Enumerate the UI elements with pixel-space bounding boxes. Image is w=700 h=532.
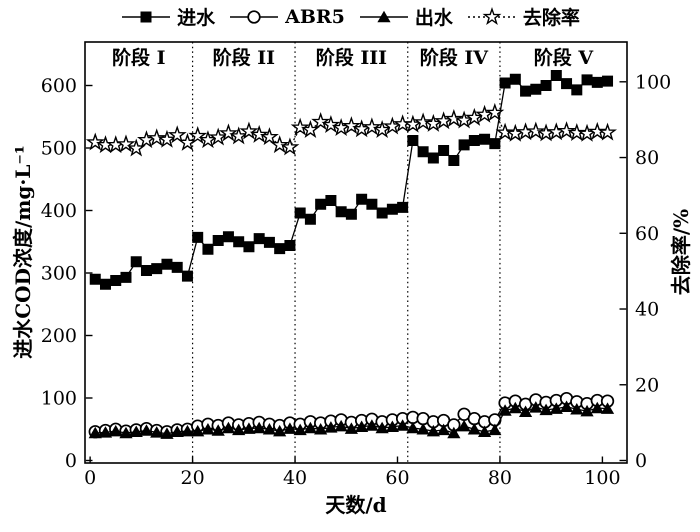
series-effluent bbox=[88, 400, 615, 439]
filled-triangle-icon bbox=[359, 10, 408, 22]
plot-border bbox=[84, 41, 628, 464]
svg-text:80: 80 bbox=[488, 467, 512, 489]
legend-label-effluent: 出水 bbox=[414, 7, 453, 29]
open-circle-icon bbox=[230, 9, 279, 24]
svg-text:100: 100 bbox=[41, 388, 77, 410]
left-axis-title: 进水COD浓度/mg·L⁻¹ bbox=[11, 145, 35, 358]
legend-item-effluent: 出水 bbox=[358, 3, 453, 30]
stage-label: 阶段 V bbox=[534, 46, 595, 69]
svg-text:100: 100 bbox=[584, 467, 620, 489]
x-axis-title: 天数/d bbox=[325, 493, 386, 517]
x-axis: 0 20 40 60 80 100 天数/d bbox=[84, 456, 621, 517]
series-influent bbox=[89, 70, 614, 290]
legend-label-influent: 进水 bbox=[177, 7, 216, 29]
legend-item-abr5: ABR5 bbox=[228, 6, 345, 28]
legend-item-removal-rate: 去除率 bbox=[466, 3, 580, 30]
svg-text:0: 0 bbox=[84, 467, 96, 489]
svg-text:40: 40 bbox=[283, 467, 307, 489]
open-star-icon bbox=[467, 6, 516, 25]
legend-label-abr5: ABR5 bbox=[285, 5, 345, 28]
svg-text:40: 40 bbox=[635, 299, 659, 321]
stage-label: 阶段 IV bbox=[420, 46, 490, 69]
chart-legend: 进水 ABR5 出水 去除率 bbox=[15, 3, 685, 30]
svg-text:0: 0 bbox=[635, 450, 647, 472]
svg-text:300: 300 bbox=[41, 263, 77, 285]
stage-boundary-lines bbox=[191, 42, 501, 463]
left-axis: 0 100 200 300 400 500 600 进水COD浓度/mg·L⁻¹ bbox=[11, 75, 93, 472]
svg-text:200: 200 bbox=[41, 325, 77, 347]
svg-text:60: 60 bbox=[635, 223, 659, 245]
svg-text:20: 20 bbox=[635, 374, 659, 396]
stage-label: 阶段 I bbox=[112, 46, 166, 69]
svg-text:100: 100 bbox=[635, 71, 671, 93]
svg-text:20: 20 bbox=[180, 467, 204, 489]
svg-text:500: 500 bbox=[41, 138, 77, 160]
svg-text:0: 0 bbox=[65, 450, 77, 472]
legend-item-influent: 进水 bbox=[120, 3, 215, 30]
legend-label-removal-rate: 去除率 bbox=[522, 7, 580, 29]
svg-text:80: 80 bbox=[635, 147, 659, 169]
stage-label: 阶段 II bbox=[213, 46, 276, 69]
filled-square-icon bbox=[122, 11, 171, 22]
series-removal-rate bbox=[85, 102, 617, 157]
svg-text:600: 600 bbox=[41, 75, 77, 97]
right-axis: 0 20 40 60 80 100 去除率/% bbox=[619, 71, 693, 472]
stage-labels: 阶段 I 阶段 II 阶段 III 阶段 IV 阶段 V bbox=[112, 46, 594, 69]
svg-text:60: 60 bbox=[385, 467, 409, 489]
stage-label: 阶段 III bbox=[316, 46, 387, 69]
right-axis-title: 去除率/% bbox=[669, 209, 693, 295]
svg-text:400: 400 bbox=[41, 200, 77, 222]
